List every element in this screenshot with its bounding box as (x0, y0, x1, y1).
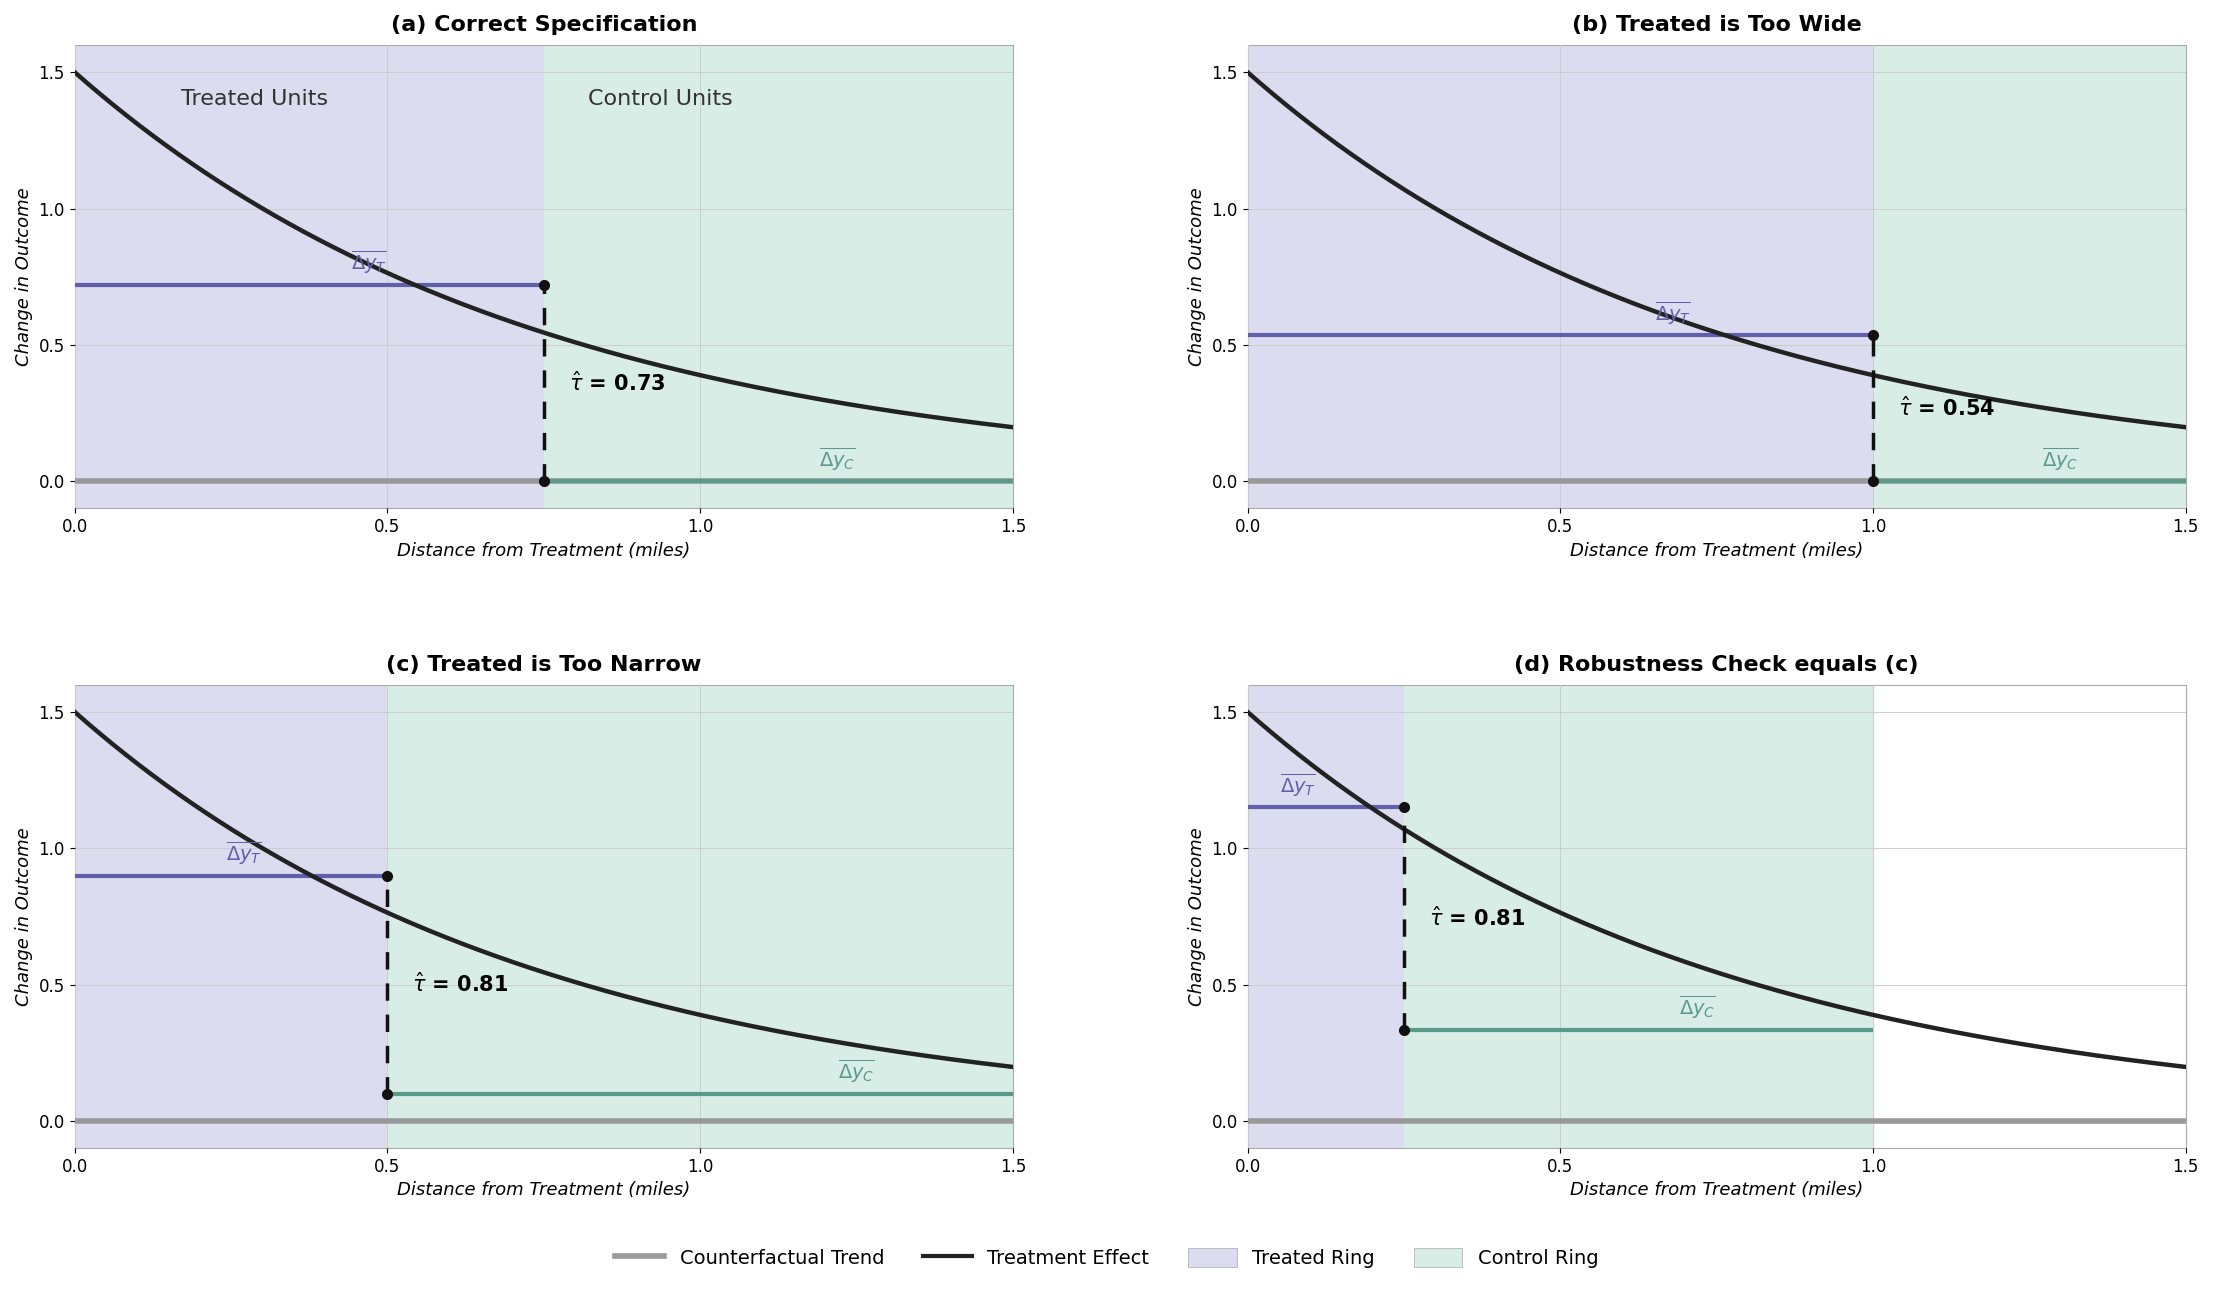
Text: $\overline{\Delta y_T}$: $\overline{\Delta y_T}$ (1280, 771, 1315, 798)
Text: $\hat{\tau}$ = 0.81: $\hat{\tau}$ = 0.81 (1428, 907, 1525, 930)
Title: (a) Correct Specification: (a) Correct Specification (390, 16, 697, 35)
Y-axis label: Change in Outcome: Change in Outcome (1189, 187, 1207, 366)
Title: (c) Treated is Too Narrow: (c) Treated is Too Narrow (385, 655, 702, 674)
Text: Control Units: Control Units (587, 89, 733, 109)
Bar (1246, 685, 1404, 1149)
Bar (75, 685, 387, 1149)
Text: $\hat{\tau}$ = 0.54: $\hat{\tau}$ = 0.54 (1897, 397, 1995, 420)
Title: (d) Robustness Check equals (c): (d) Robustness Check equals (c) (1514, 655, 1920, 674)
Legend: Counterfactual Trend, Treatment Effect, Treated Ring, Control Ring: Counterfactual Trend, Treatment Effect, … (607, 1240, 1607, 1275)
Bar (387, 685, 1014, 1149)
Text: $\overline{\Delta y_C}$: $\overline{\Delta y_C}$ (839, 1057, 875, 1085)
Text: $\hat{\tau}$ = 0.81: $\hat{\tau}$ = 0.81 (412, 973, 509, 996)
Bar (1404, 685, 1873, 1149)
Text: $\overline{\Delta y_T}$: $\overline{\Delta y_T}$ (1654, 298, 1691, 327)
Bar (1873, 45, 2185, 509)
Text: $\overline{\Delta y_C}$: $\overline{\Delta y_C}$ (2041, 444, 2079, 473)
Bar (1246, 45, 1873, 509)
X-axis label: Distance from Treatment (miles): Distance from Treatment (miles) (396, 1181, 691, 1199)
Text: $\hat{\tau}$ = 0.73: $\hat{\tau}$ = 0.73 (569, 371, 664, 395)
Text: $\overline{\Delta y_C}$: $\overline{\Delta y_C}$ (1680, 994, 1716, 1021)
Y-axis label: Change in Outcome: Change in Outcome (1189, 827, 1207, 1005)
Text: $\overline{\Delta y_T}$: $\overline{\Delta y_T}$ (350, 248, 387, 276)
Bar (545, 45, 1014, 509)
Y-axis label: Change in Outcome: Change in Outcome (15, 187, 33, 366)
Bar (75, 45, 545, 509)
Y-axis label: Change in Outcome: Change in Outcome (15, 827, 33, 1005)
Text: Treated Units: Treated Units (182, 89, 328, 109)
X-axis label: Distance from Treatment (miles): Distance from Treatment (miles) (1570, 541, 1864, 559)
Title: (b) Treated is Too Wide: (b) Treated is Too Wide (1572, 16, 1862, 35)
Text: $\overline{\Delta y_T}$: $\overline{\Delta y_T}$ (226, 840, 261, 867)
X-axis label: Distance from Treatment (miles): Distance from Treatment (miles) (396, 541, 691, 559)
X-axis label: Distance from Treatment (miles): Distance from Treatment (miles) (1570, 1181, 1864, 1199)
Text: $\overline{\Delta y_C}$: $\overline{\Delta y_C}$ (819, 444, 857, 473)
